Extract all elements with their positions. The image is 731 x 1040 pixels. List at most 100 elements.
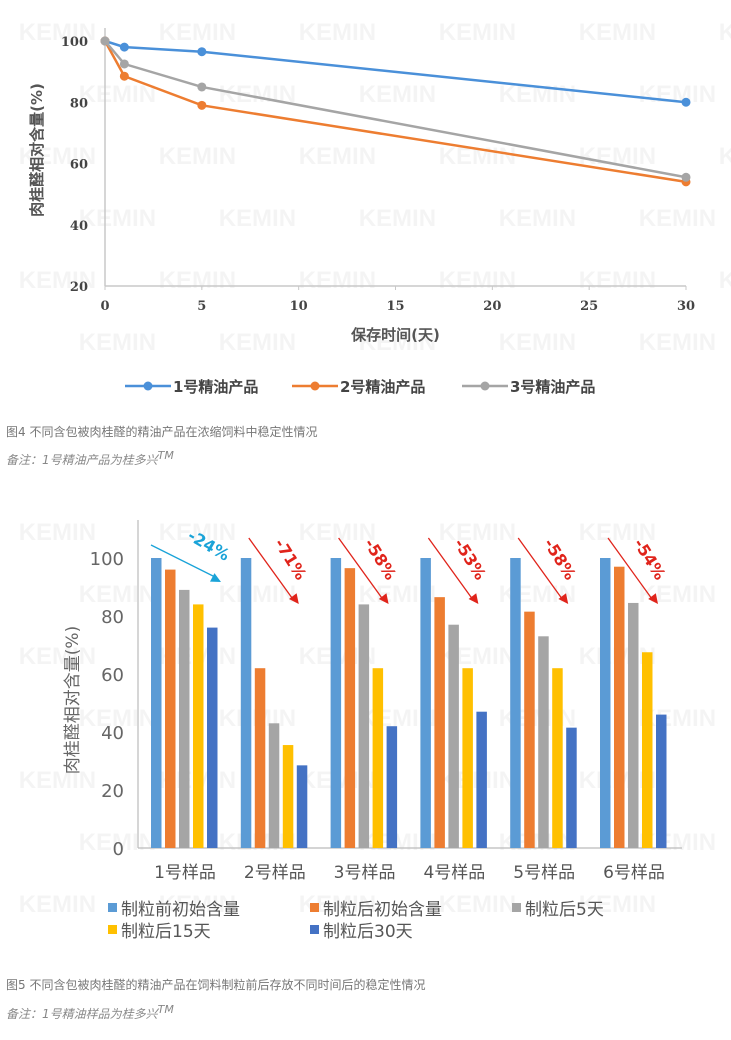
- y-axis-title: 肉桂醛相对含量(%): [63, 626, 83, 774]
- figure4-note: 备注：1号精油产品为桂多兴TM: [6, 449, 174, 468]
- watermark-logo: KEMIN: [159, 143, 236, 170]
- watermark-logo: KEMIN: [219, 581, 296, 608]
- watermark-logo: KEMIN: [439, 267, 516, 294]
- watermark-logo: KEMIN: [19, 643, 96, 670]
- watermark-logo: KEMIN: [299, 143, 376, 170]
- bar-5: [566, 727, 577, 848]
- watermark-logo: KEMIN: [439, 143, 516, 170]
- trend-arrow-head: [468, 593, 479, 604]
- y-tick-label: 60: [70, 158, 88, 173]
- trend-arrow-line: [248, 537, 294, 600]
- bar-2: [254, 668, 266, 848]
- category-label: 3号样品: [334, 863, 396, 883]
- bar-1: [330, 558, 342, 848]
- figure4-line-chart: KEMIN KEMIN KEMIN KEMIN KEMIN KEMIN KEMIN KEMIN…: [19, 19, 731, 396]
- watermark-logo: KEMIN: [219, 205, 296, 232]
- watermark-logo: KEMIN: [719, 267, 731, 294]
- figure4-note-text: 备注：1号精油产品为桂多兴: [6, 453, 158, 467]
- watermark-logo: KEMIN: [499, 205, 576, 232]
- watermark-logo: KEMIN: [19, 767, 96, 794]
- watermark-logo: KEMIN: [439, 519, 516, 546]
- legend-label: 制粒后5天: [525, 900, 604, 920]
- bar-2: [434, 597, 445, 848]
- y-tick-label: 40: [70, 219, 88, 234]
- watermark-logo: KEMIN: [19, 19, 96, 46]
- bar-1: [510, 558, 521, 848]
- x-tick-label: 0: [100, 299, 109, 314]
- watermark-logo: KEMIN: [439, 19, 516, 46]
- watermark-logo: KEMIN: [79, 329, 156, 356]
- watermark-logo: KEMIN: [639, 81, 716, 108]
- watermark-logo: KEMIN: [79, 829, 156, 856]
- x-tick-label: 30: [677, 299, 695, 314]
- x-tick-label: 15: [386, 299, 404, 314]
- legend-swatch: [512, 903, 521, 912]
- legend-swatch: [108, 925, 117, 934]
- y-tick-label: 40: [101, 723, 124, 744]
- watermark-logo: KEMIN: [579, 267, 656, 294]
- trend-arrow-line: [607, 537, 653, 600]
- legend-label: 制粒前初始含量: [121, 900, 240, 920]
- watermark-logo: KEMIN: [19, 267, 96, 294]
- y-tick-label: 80: [70, 96, 88, 111]
- category-label: 1号样品: [154, 863, 216, 883]
- bar-5: [386, 726, 398, 848]
- data-point: [119, 71, 129, 81]
- watermark-logo: KEMIN: [499, 329, 576, 356]
- y-tick-label: 80: [101, 607, 124, 628]
- x-tick-label: 10: [290, 299, 308, 314]
- x-axis-title: 保存时间(天): [350, 326, 440, 344]
- trend-arrow-head: [210, 573, 221, 582]
- data-point: [100, 36, 110, 46]
- y-tick-label: 0: [113, 839, 124, 860]
- bar-5: [476, 711, 487, 848]
- legend-swatch: [310, 903, 319, 912]
- watermark-logo: KEMIN: [439, 891, 516, 918]
- y-tick-label: 100: [61, 35, 88, 50]
- figure5-bar-chart: KEMIN KEMIN KEMIN KEMIN KEMIN KEMIN KEMIN KEMIN…: [19, 519, 716, 942]
- bar-1: [151, 558, 162, 848]
- bar-3: [628, 602, 639, 848]
- legend-marker: [480, 381, 490, 391]
- x-tick-label: 5: [197, 299, 206, 314]
- category-label: 6号样品: [603, 863, 665, 883]
- legend-swatch: [310, 925, 319, 934]
- bar-4: [552, 668, 563, 848]
- series-line-1: [104, 39, 687, 104]
- watermark-logo: KEMIN: [359, 329, 436, 356]
- bar-4: [282, 745, 294, 848]
- watermark-logo: KEMIN: [159, 19, 236, 46]
- figure5-caption: 图5 不同含包被肉桂醛的精油产品在饲料制粒前后存放不同时间后的稳定性情况: [6, 978, 426, 992]
- legend-swatch: [108, 903, 117, 912]
- series-line-2: [103, 40, 687, 184]
- watermark-logo: KEMIN: [19, 519, 96, 546]
- bar-3: [358, 604, 370, 848]
- watermark-logo: KEMIN: [19, 143, 96, 170]
- watermark-logo: KEMIN: [299, 519, 376, 546]
- bar-5: [207, 627, 218, 848]
- data-point: [197, 100, 207, 110]
- watermark-logo: KEMIN: [359, 205, 436, 232]
- watermark-logo: KEMIN: [299, 19, 376, 46]
- x-tick-label: 20: [483, 299, 501, 314]
- bar-2: [614, 566, 625, 848]
- bar-3: [538, 636, 549, 848]
- category-label: 4号样品: [423, 863, 485, 883]
- y-tick-label: 20: [70, 280, 88, 295]
- trend-arrow-line: [338, 537, 384, 600]
- legend-label: 3号精油产品: [510, 378, 595, 396]
- bar-1: [420, 558, 431, 848]
- data-point: [197, 82, 207, 92]
- bar-3: [179, 589, 190, 848]
- watermark-logo: KEMIN: [719, 143, 731, 170]
- watermark-logo: KEMIN: [79, 581, 156, 608]
- bar-1: [240, 558, 252, 848]
- figure4-caption: 图4 不同含包被肉桂醛的精油产品在浓缩饲料中稳定性情况: [6, 425, 318, 439]
- bar-3: [448, 624, 459, 848]
- watermark-logo: KEMIN: [719, 19, 731, 46]
- bar-5: [656, 714, 667, 848]
- bar-5: [296, 765, 308, 848]
- legend-marker: [143, 381, 153, 391]
- trend-arrow-line: [150, 544, 216, 578]
- watermark-logo: KEMIN: [579, 19, 656, 46]
